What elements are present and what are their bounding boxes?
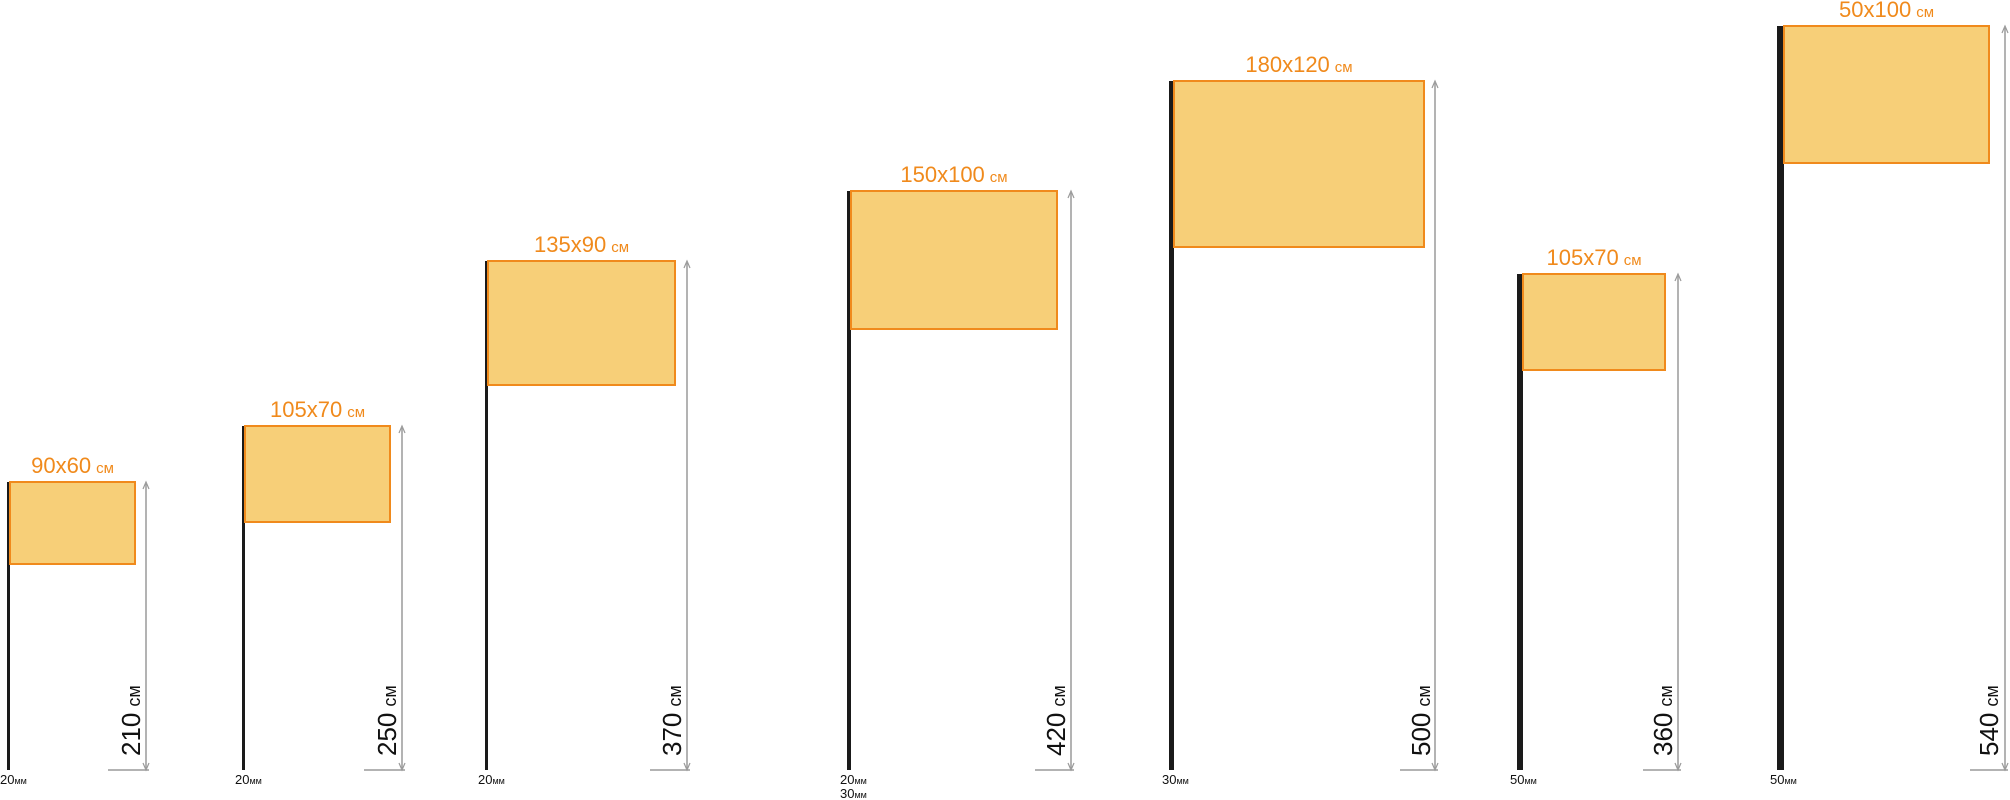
flag-cloth [850, 190, 1058, 330]
flag-cloth [9, 481, 136, 565]
arrow-up-icon [398, 424, 406, 434]
pole-diameter-value: 30 [840, 786, 854, 800]
height-label: 360 см [1648, 685, 1678, 756]
flag-cloth [1522, 273, 1666, 371]
flag-size-unit: см [96, 460, 114, 477]
flag-size-label: 105x70 см [270, 397, 365, 422]
pole-diameter-value: 20 [478, 772, 492, 787]
arrow-up-icon [2001, 24, 2009, 34]
arrow-up-icon [1067, 189, 1075, 199]
height-label: 540 см [1974, 685, 2004, 756]
flag-size-unit: см [1335, 59, 1353, 76]
height-label: 210 см [116, 685, 146, 756]
flag-size-value: 50x100 [1839, 0, 1911, 22]
height-label: 370 см [657, 685, 687, 756]
flag-cloth [1173, 80, 1425, 248]
flag-group: 180x120 см 500 см 30мм [1162, 52, 1439, 787]
pole-diameter-unit: мм [1524, 776, 1536, 786]
pole-diameter-label: 20мм [235, 772, 262, 787]
height-unit: см [124, 685, 144, 706]
flag-pole [1517, 274, 1523, 770]
pole-diameter-value: 50 [1510, 772, 1524, 787]
height-value: 500 [1406, 713, 1436, 756]
height-unit: см [1656, 685, 1676, 706]
height-unit: см [1982, 685, 2002, 706]
flag-group: 105x70 см 360 см 50мм [1510, 245, 1682, 787]
pole-diameter-value: 20 [235, 772, 249, 787]
flag-size-value: 180x120 [1245, 52, 1329, 77]
height-value: 250 [372, 713, 402, 756]
flag-cloth [1783, 25, 1990, 164]
flag-pole [847, 191, 851, 770]
flag-group: 105x70 см 250 см 20мм [235, 397, 406, 787]
flag-group: 90x60 см 210 см 20мм [0, 453, 150, 787]
flag-pole [7, 482, 10, 770]
arrow-up-icon [142, 480, 150, 490]
flag-size-label: 135x90 см [534, 232, 629, 257]
flag-size-value: 150x100 [900, 162, 984, 187]
flag-size-value: 105x70 [270, 397, 342, 422]
height-value: 370 [657, 713, 687, 756]
pole-diameter-label: 20мм [0, 772, 27, 787]
height-value: 210 [116, 713, 146, 756]
pole-diameter-label: 50мм [1770, 772, 1797, 787]
flag-size-unit: см [347, 404, 365, 421]
pole-diameter-unit: мм [492, 776, 504, 786]
flag-cloth [244, 425, 391, 523]
flag-group: 50x100 см 540 см 50мм [1770, 0, 2009, 787]
pole-diameter-value: 20 [0, 772, 14, 787]
pole-diameter-unit: мм [1784, 776, 1796, 786]
pole-diameter-value: 30 [1162, 772, 1176, 787]
height-label: 500 см [1406, 685, 1436, 756]
flag-size-unit: см [611, 239, 629, 256]
pole-diameter-unit: мм [1176, 776, 1188, 786]
flag-size-label: 90x60 см [31, 453, 114, 478]
height-unit: см [665, 685, 685, 706]
flag-group: 135x90 см 370 см 20мм [478, 232, 691, 787]
pole-diameter-unit: мм [854, 790, 866, 800]
flag-cloth [487, 260, 676, 386]
height-unit: см [380, 685, 400, 706]
pole-diameter-label: 20мм [478, 772, 505, 787]
pole-diameter-label: 50мм [1510, 772, 1537, 787]
flag-size-value: 90x60 [31, 453, 91, 478]
flag-pole [1169, 81, 1174, 770]
height-label: 420 см [1041, 685, 1071, 756]
pole-diameter-label: 30мм [1162, 772, 1189, 787]
flag-size-unit: см [1624, 252, 1642, 269]
pole-diameter-value: 50 [1770, 772, 1784, 787]
height-unit: см [1049, 685, 1069, 706]
flag-size-label: 180x120 см [1245, 52, 1352, 77]
flag-size-value: 105x70 [1547, 245, 1619, 270]
flag-pole [1777, 26, 1784, 770]
arrow-up-icon [683, 259, 691, 269]
pole-diameter-unit: мм [249, 776, 261, 786]
flag-size-unit: см [1916, 4, 1934, 21]
pole-diameter-unit: мм [14, 776, 26, 786]
height-value: 360 [1648, 713, 1678, 756]
height-value: 540 [1974, 713, 2004, 756]
flag-size-unit: см [990, 169, 1008, 186]
flag-size-label: 150x100 см [900, 162, 1007, 187]
flag-size-label: 105x70 см [1547, 245, 1642, 270]
arrow-up-icon [1431, 79, 1439, 89]
flag-pole [485, 261, 488, 770]
flag-size-value: 135x90 [534, 232, 606, 257]
pole-diameter-value: 20 [840, 772, 854, 787]
pole-diameter-label: 30мм [840, 786, 867, 800]
height-value: 420 [1041, 713, 1071, 756]
arrow-up-icon [1674, 272, 1682, 282]
pole-diameter-label: 20мм [840, 772, 867, 787]
height-label: 250 см [372, 685, 402, 756]
flag-size-label: 50x100 см [1839, 0, 1934, 22]
height-unit: см [1414, 685, 1434, 706]
flag-pole [242, 426, 245, 770]
pole-diameter-unit: мм [854, 776, 866, 786]
